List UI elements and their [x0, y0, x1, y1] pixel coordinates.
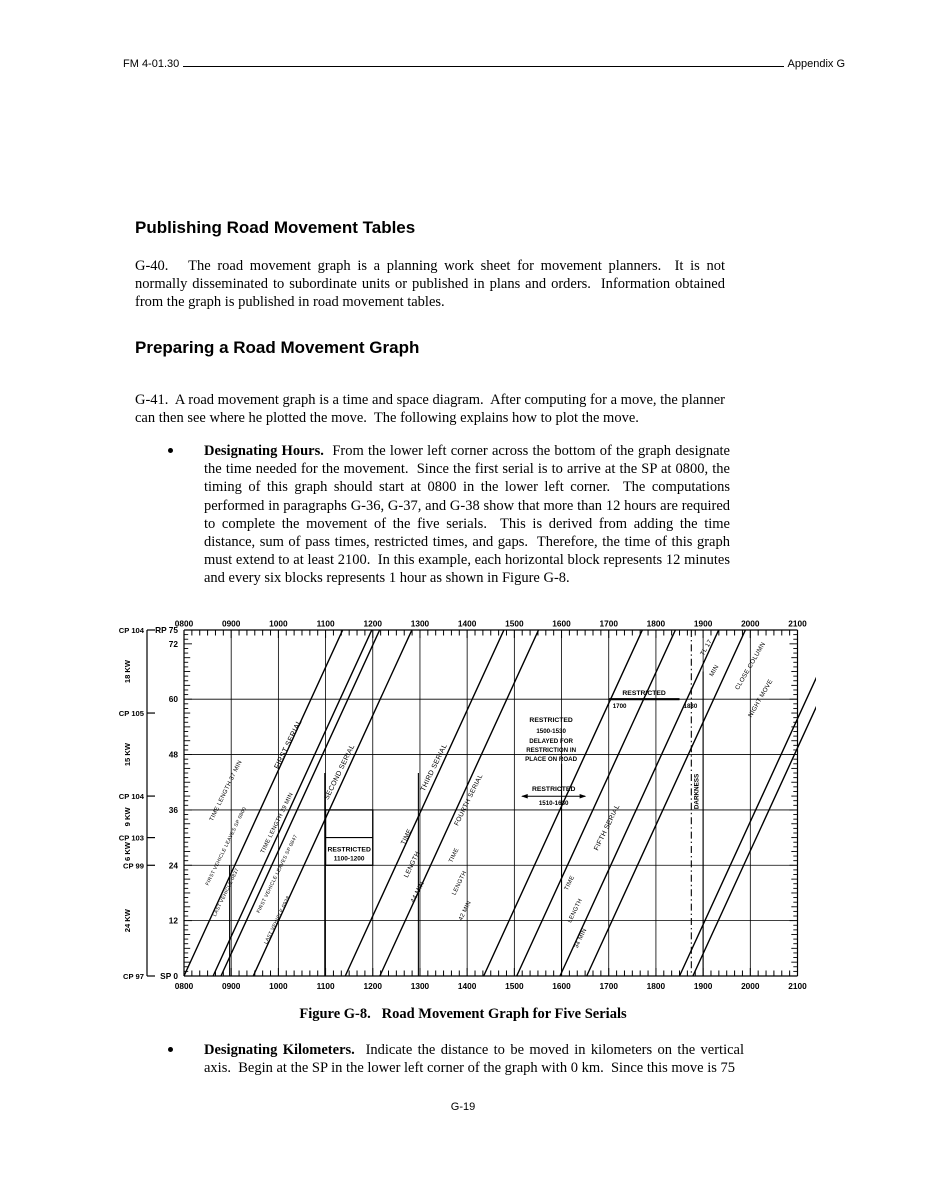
svg-text:2000: 2000 [741, 981, 760, 991]
svg-text:6 KW: 6 KW [123, 841, 132, 861]
svg-text:15 KW: 15 KW [123, 742, 132, 766]
svg-text:48: 48 [169, 750, 179, 760]
svg-text:0800: 0800 [175, 981, 194, 991]
svg-text:1400: 1400 [458, 619, 477, 629]
svg-text:CP 104: CP 104 [119, 792, 145, 801]
svg-text:1700: 1700 [599, 981, 618, 991]
svg-text:CP 103: CP 103 [119, 834, 144, 843]
svg-text:1900: 1900 [694, 619, 713, 629]
svg-text:0900: 0900 [222, 619, 241, 629]
svg-text:9 KW: 9 KW [123, 807, 132, 827]
svg-text:1000: 1000 [269, 619, 288, 629]
svg-text:PLACE ON ROAD: PLACE ON ROAD [525, 756, 577, 763]
svg-text:RP 75: RP 75 [155, 625, 178, 635]
svg-text:72: 72 [169, 639, 179, 649]
svg-text:1200: 1200 [364, 981, 383, 991]
svg-text:1000: 1000 [269, 981, 288, 991]
svg-text:1510-1630: 1510-1630 [539, 800, 569, 807]
svg-text:RESTRICTED: RESTRICTED [532, 786, 576, 793]
svg-text:CP 105: CP 105 [119, 709, 145, 718]
svg-text:DELAYED FOR: DELAYED FOR [529, 738, 573, 745]
svg-text:2100: 2100 [788, 619, 807, 629]
svg-text:2100: 2100 [788, 981, 807, 991]
svg-text:1400: 1400 [458, 981, 477, 991]
svg-text:60: 60 [169, 694, 179, 704]
svg-text:1500-1530: 1500-1530 [536, 728, 566, 735]
svg-text:1200: 1200 [364, 619, 383, 629]
svg-text:1600: 1600 [552, 619, 571, 629]
svg-text:36: 36 [169, 805, 179, 815]
svg-text:1800: 1800 [647, 981, 666, 991]
svg-text:1100-1200: 1100-1200 [334, 856, 365, 863]
svg-text:18 KW: 18 KW [123, 659, 132, 683]
svg-text:1830: 1830 [684, 703, 698, 710]
svg-text:RESTRICTED: RESTRICTED [622, 690, 666, 697]
svg-text:1300: 1300 [411, 619, 430, 629]
svg-text:1600: 1600 [552, 981, 571, 991]
svg-text:24 KW: 24 KW [123, 908, 132, 932]
svg-text:CP 97: CP 97 [123, 972, 144, 981]
svg-text:RESTRICTED: RESTRICTED [327, 846, 371, 853]
svg-text:1700: 1700 [599, 619, 618, 629]
svg-text:12: 12 [169, 916, 179, 926]
svg-text:1700: 1700 [613, 703, 627, 710]
svg-text:2000: 2000 [741, 619, 760, 629]
svg-text:1100: 1100 [317, 619, 335, 629]
svg-text:0900: 0900 [222, 981, 241, 991]
svg-text:RESTRICTED: RESTRICTED [529, 717, 573, 724]
svg-text:DARKNESS: DARKNESS [693, 774, 700, 809]
svg-text:24: 24 [169, 860, 179, 870]
svg-text:1300: 1300 [411, 981, 430, 991]
svg-text:RESTRICTION IN: RESTRICTION IN [526, 747, 576, 754]
svg-text:1800: 1800 [647, 619, 666, 629]
svg-text:1900: 1900 [694, 981, 713, 991]
svg-text:CP 99: CP 99 [123, 861, 144, 870]
svg-text:1100: 1100 [317, 981, 335, 991]
svg-text:1500: 1500 [505, 981, 524, 991]
svg-text:1500: 1500 [505, 619, 524, 629]
svg-text:SP 0: SP 0 [160, 971, 178, 981]
svg-text:CP 104: CP 104 [119, 626, 145, 635]
